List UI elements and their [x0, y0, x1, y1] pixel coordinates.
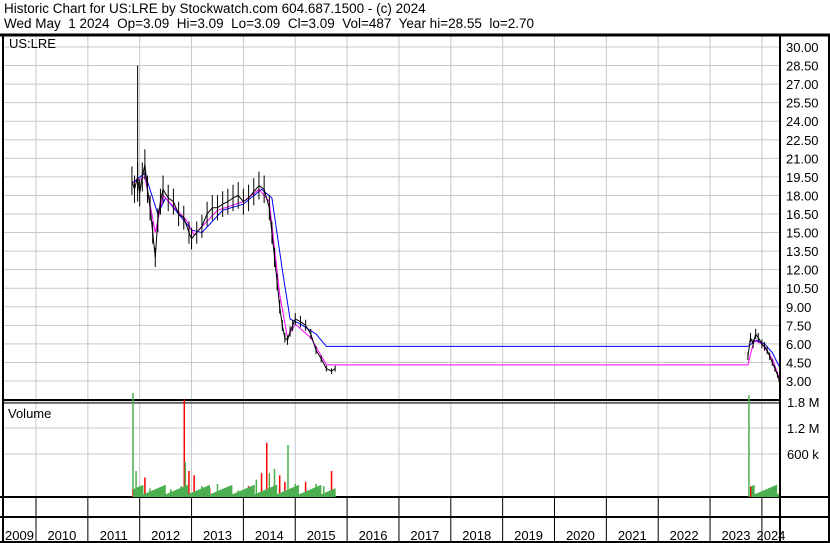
x-tick-label: 2023 [722, 528, 751, 543]
y-tick-label: 28.50 [786, 59, 819, 74]
y-tick-label: 22.50 [786, 133, 819, 148]
x-tick-label: 2015 [307, 528, 336, 543]
x-tick-label: 2010 [47, 528, 76, 543]
y-tick-label: 9.00 [786, 300, 811, 315]
y-tick-label: 27.00 [786, 77, 819, 92]
y-tick-label: 18.00 [786, 188, 819, 203]
y-tick-label: 6.00 [786, 337, 811, 352]
ma-short-line [131, 176, 780, 378]
x-tick-label: 2018 [462, 528, 491, 543]
x-tick-label: 2013 [203, 528, 232, 543]
x-tick-label: 2009 [5, 528, 34, 543]
y-tick-label: 12.00 [786, 263, 819, 278]
x-tick-label: 2017 [410, 528, 439, 543]
quote-summary: Wed May 1 2024 Op=3.09 Hi=3.09 Lo=3.09 C… [4, 16, 535, 31]
y-tick-label: 3.00 [786, 374, 811, 389]
price-panel [3, 35, 780, 400]
y-tick-label: 4.50 [786, 355, 811, 370]
y-tick-label: 13.50 [786, 244, 819, 259]
chart-title: Historic Chart for US:LRE by Stockwatch.… [4, 1, 426, 16]
x-tick-label: 2021 [618, 528, 647, 543]
volume-tick-label: 600 k [787, 447, 819, 462]
volume-tick-label: 1.8 M [787, 395, 820, 410]
volume-tick-label: 1.2 M [787, 421, 820, 436]
x-tick-label: 2022 [670, 528, 699, 543]
y-tick-label: 16.50 [786, 207, 819, 222]
grid: 30.00 28.50 27.00 25.50 24.00 22.50 21.00 19.50… [0, 33, 830, 543]
x-tick-label: 2016 [359, 528, 388, 543]
chart-marks [131, 65, 780, 497]
y-tick-label: 25.50 [786, 96, 819, 111]
y-tick-label: 19.50 [786, 170, 819, 185]
y-tick-label: 10.50 [786, 281, 819, 296]
x-tick-label: 2014 [255, 528, 284, 543]
x-tick-label: 2020 [566, 528, 595, 543]
volume-label: Volume [8, 406, 51, 421]
y-tick-label: 15.00 [786, 226, 819, 241]
y-tick-label: 24.00 [786, 114, 819, 129]
y-tick-label: 21.00 [786, 151, 819, 166]
price-line [131, 164, 336, 372]
x-tick-label: 2011 [100, 528, 128, 543]
symbol-label: US:LRE [9, 36, 56, 51]
y-tick-label: 7.50 [786, 318, 811, 333]
x-tick-label: 2024 [756, 528, 785, 543]
x-tick-label: 2019 [514, 528, 543, 543]
y-tick-label: 30.00 [786, 40, 819, 55]
x-tick-label: 2012 [151, 528, 180, 543]
